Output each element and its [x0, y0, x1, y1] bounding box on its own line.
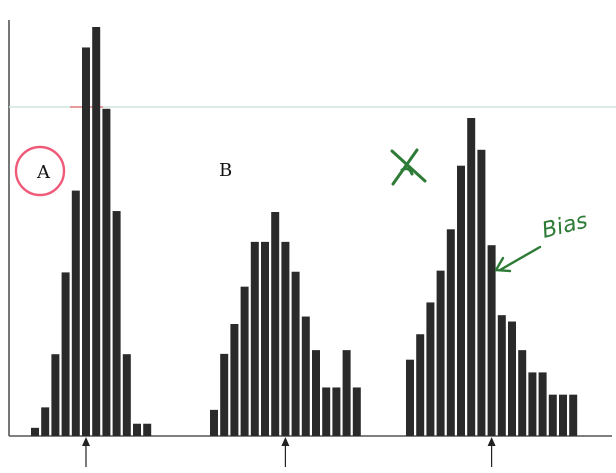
center-marker-arrowhead	[82, 437, 90, 446]
histogram-bar	[92, 27, 101, 436]
histogram-bar	[352, 387, 361, 436]
histogram-bar	[271, 212, 280, 436]
label-a-circle	[14, 145, 66, 197]
histogram-bar	[436, 270, 445, 436]
histogram-bar	[122, 354, 131, 436]
histogram-bar	[332, 387, 341, 436]
histogram-bar	[457, 165, 465, 436]
histogram-bar	[102, 108, 111, 437]
histogram-bar	[518, 350, 527, 436]
histogram-bar	[261, 241, 269, 436]
histogram-bar	[497, 315, 506, 436]
histogram-bar	[322, 387, 331, 436]
center-marker-arrowhead	[487, 437, 496, 446]
histogram-bar	[240, 286, 249, 436]
bias-label: Bias	[539, 208, 590, 243]
histogram-bar	[548, 394, 557, 436]
histogram-bar	[210, 409, 218, 436]
histogram-a	[31, 27, 152, 467]
histogram-bar	[477, 149, 486, 437]
histogram-bar	[416, 334, 425, 436]
histogram-bar	[569, 394, 578, 436]
histogram-c	[406, 118, 578, 467]
histogram-bar	[51, 354, 60, 436]
histogram-bar	[230, 324, 239, 436]
histogram-bar	[71, 190, 80, 436]
histogram-bar	[143, 423, 152, 436]
histogram-bar	[301, 316, 310, 436]
histogram-bar	[467, 118, 476, 436]
histogram-bar	[133, 423, 141, 436]
histogram-bar	[31, 427, 39, 436]
histogram-bar	[528, 372, 537, 436]
histogram-bar	[538, 372, 547, 436]
histogram-bar	[406, 359, 414, 436]
histogram-bar	[508, 321, 516, 436]
histogram-bar	[112, 211, 121, 436]
center-marker-arrowhead	[281, 437, 290, 446]
histogram-bar	[220, 353, 229, 436]
histogram-bar	[281, 241, 290, 436]
histogram-bar	[559, 394, 567, 436]
x-mark-annotation	[390, 148, 427, 186]
histogram-b	[210, 212, 361, 467]
histogram-bar	[426, 302, 435, 436]
histogram-bar	[250, 241, 259, 436]
histogram-bar	[61, 272, 70, 436]
histogram-bar	[342, 350, 351, 436]
histogram-bar	[487, 245, 496, 436]
histogram-bar	[291, 271, 300, 436]
histogram-bar	[82, 47, 90, 436]
bias-arrow-annotation	[494, 245, 542, 273]
histogram-bar	[446, 229, 455, 436]
histogram-b-label: B	[219, 160, 232, 181]
histogram-bar	[312, 350, 320, 436]
histogram-bar	[41, 407, 50, 436]
histogram-a-label: A	[36, 162, 51, 183]
